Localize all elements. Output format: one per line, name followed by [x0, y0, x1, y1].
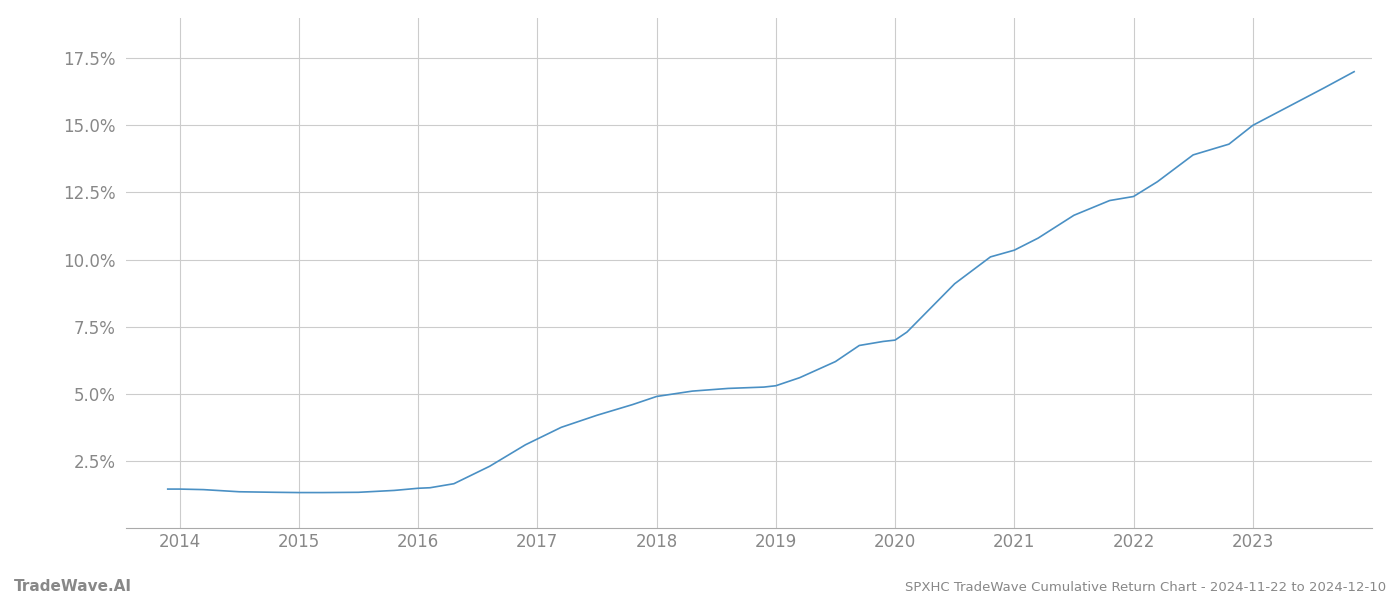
Text: TradeWave.AI: TradeWave.AI [14, 579, 132, 594]
Text: SPXHC TradeWave Cumulative Return Chart - 2024-11-22 to 2024-12-10: SPXHC TradeWave Cumulative Return Chart … [904, 581, 1386, 594]
